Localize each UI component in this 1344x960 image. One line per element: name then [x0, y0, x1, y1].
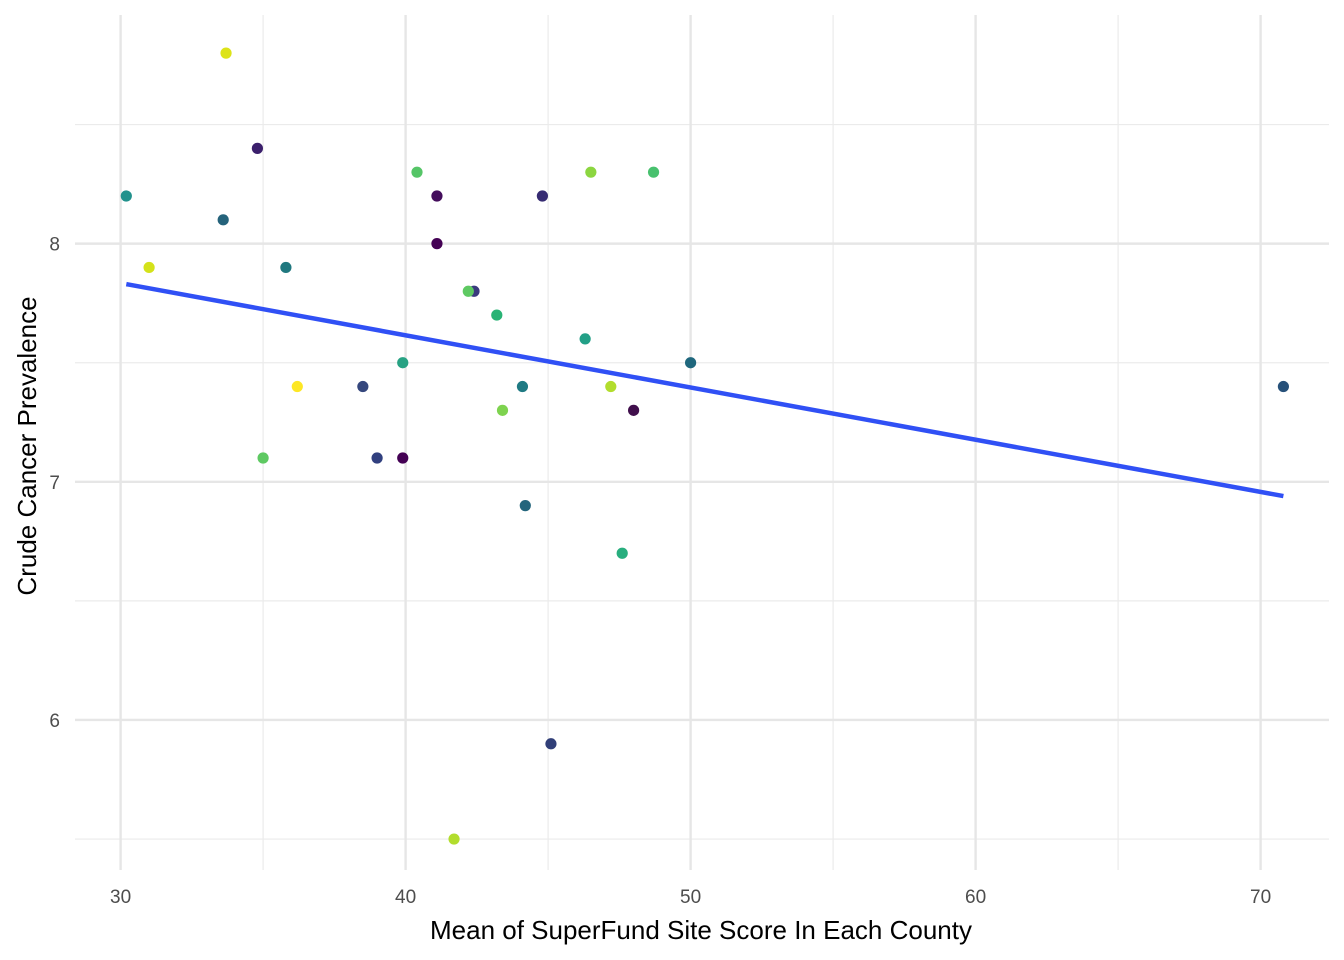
- data-point: [257, 452, 269, 464]
- data-point: [536, 190, 549, 202]
- data-point: [397, 452, 409, 464]
- trend-line-group: [125, 281, 1284, 499]
- data-point: [431, 190, 443, 202]
- data-point: [628, 404, 640, 416]
- major-gridlines: [75, 15, 1329, 870]
- data-point: [516, 380, 529, 393]
- x-tick-label: 50: [680, 887, 701, 908]
- data-point: [616, 547, 628, 559]
- data-point: [220, 47, 232, 59]
- data-point: [491, 309, 503, 321]
- data-point: [605, 380, 617, 393]
- data-point: [496, 404, 509, 416]
- trend-line: [125, 281, 1284, 499]
- data-point: [585, 166, 597, 178]
- data-point: [519, 500, 531, 512]
- y-axis-title: Crude Cancer Prevalence: [12, 296, 42, 595]
- data-point: [647, 166, 660, 178]
- data-point: [143, 261, 155, 274]
- data-point: [411, 166, 423, 178]
- y-tick-label: 7: [49, 473, 60, 494]
- data-point: [462, 285, 474, 297]
- data-point: [685, 357, 697, 369]
- data-point: [448, 833, 460, 845]
- data-point: [1277, 380, 1289, 393]
- data-point: [291, 380, 303, 393]
- data-point: [397, 357, 409, 369]
- data-point: [251, 142, 263, 154]
- data-point: [431, 238, 443, 250]
- y-tick-label: 6: [49, 711, 60, 732]
- data-point: [357, 380, 369, 393]
- x-tick-label: 40: [395, 887, 416, 908]
- data-point: [280, 261, 292, 274]
- x-axis-title: Mean of SuperFund Site Score In Each Cou…: [430, 915, 972, 945]
- data-point: [120, 190, 132, 202]
- data-point: [579, 333, 591, 345]
- x-tick-label: 30: [110, 887, 131, 908]
- minor-gridlines: [75, 15, 1329, 870]
- x-tick-label: 70: [1250, 887, 1271, 908]
- data-point: [371, 452, 383, 464]
- y-tick-label: 8: [49, 235, 60, 256]
- data-point: [545, 738, 557, 750]
- x-tick-labels: 30 40 50 60 70: [110, 887, 1271, 908]
- y-tick-labels: 6 7 8: [49, 235, 60, 732]
- x-tick-label: 60: [965, 887, 986, 908]
- data-points: [120, 47, 1289, 845]
- data-point: [217, 214, 229, 226]
